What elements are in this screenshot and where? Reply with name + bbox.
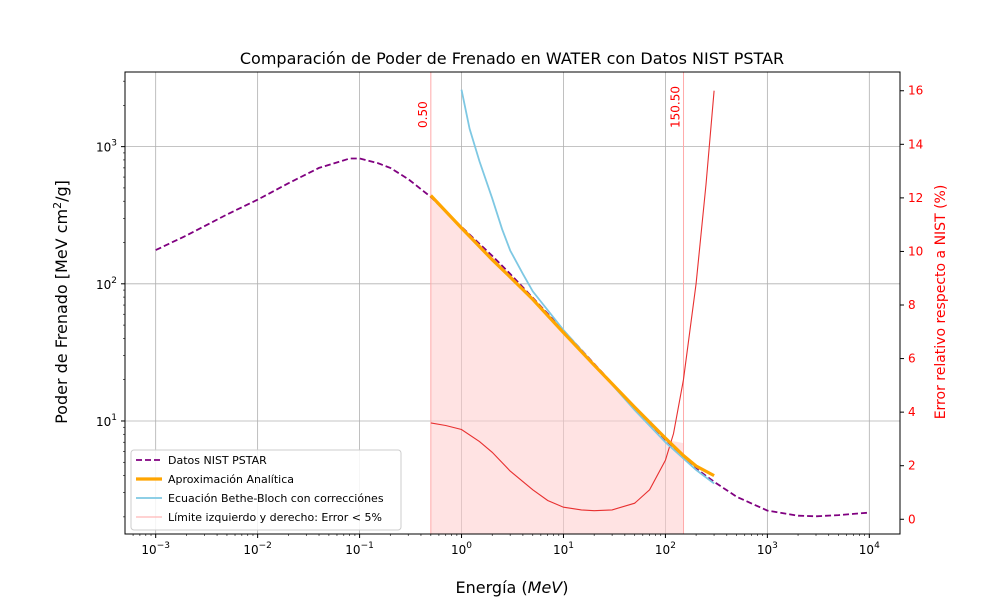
chart-title: Comparación de Poder de Frenado en WATER…: [240, 49, 784, 68]
y-tick-label: 102: [96, 276, 117, 292]
x-tick-label: 10−3: [141, 541, 170, 557]
legend-label: Límite izquierdo y derecho: Error < 5%: [168, 511, 382, 524]
x-tick-label: 102: [655, 541, 676, 557]
legend-label: Datos NIST PSTAR: [168, 454, 267, 467]
series-line-bethe-bloch: [460, 89, 715, 485]
y-axis-label-sup: 2: [51, 202, 64, 209]
x-tick-label: 100: [451, 541, 472, 557]
legend-label: Aproximación Analítica: [168, 473, 294, 486]
x-tick-label: 10−1: [345, 541, 374, 557]
y-tick-label: 103: [96, 139, 117, 155]
y2-tick-label: 2: [908, 459, 916, 473]
x-axis-label-text: Energía (: [456, 578, 528, 597]
error-region-fill: [430, 196, 684, 534]
y-axis-label-text: Poder de Frenado [MeV cm: [52, 209, 71, 424]
y2-tick-label: 8: [908, 298, 916, 312]
legend-label: Ecuación Bethe-Bloch con correcciónes: [168, 492, 384, 505]
legend-box: [130, 449, 402, 531]
y2-tick-label: 16: [908, 84, 923, 98]
series-line-error: [430, 90, 715, 512]
y-axis-label: Poder de Frenado [MeV cm2/g]: [51, 180, 71, 424]
limit-label: 0.50: [416, 101, 430, 128]
limit-label: 150.50: [669, 86, 683, 128]
x-axis-label-unit: MeV: [528, 578, 564, 597]
y2-axis-label: Error relativo respecto a NIST (%): [933, 185, 949, 420]
x-axis-label: Energía (MeV): [456, 578, 569, 597]
x-axis-label-close: ): [562, 578, 568, 597]
y2-tick-label: 6: [908, 352, 916, 366]
series-line-analytic: [429, 194, 715, 478]
y2-tick-label: 12: [908, 191, 923, 205]
axes-frame: [124, 71, 901, 535]
y2-tick-label: 4: [908, 405, 916, 419]
x-tick-label: 10−2: [243, 541, 272, 557]
y2-tick-label: 0: [908, 512, 916, 526]
x-tick-label: 103: [757, 541, 778, 557]
series-line-nist: [155, 157, 870, 518]
x-tick-label: 104: [859, 541, 880, 557]
y2-tick-label: 10: [908, 244, 923, 258]
y-axis-label-tail: /g]: [52, 180, 71, 202]
x-tick-label: 101: [553, 541, 574, 557]
legend: Datos NIST PSTAR Aproximación Analítica Ec…: [130, 449, 402, 531]
y-tick-label: 101: [96, 413, 117, 429]
y2-tick-label: 14: [908, 137, 923, 151]
